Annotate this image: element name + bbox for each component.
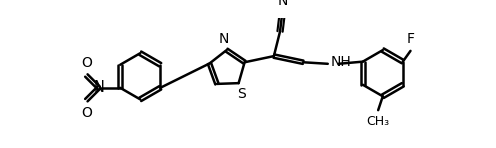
Text: NH: NH <box>331 55 352 69</box>
Text: S: S <box>237 87 246 101</box>
Text: O: O <box>81 56 92 70</box>
Text: N: N <box>278 0 288 8</box>
Text: N: N <box>93 80 104 95</box>
Text: F: F <box>407 32 415 46</box>
Text: N: N <box>219 32 230 46</box>
Text: CH₃: CH₃ <box>367 115 390 128</box>
Text: O: O <box>81 106 92 120</box>
